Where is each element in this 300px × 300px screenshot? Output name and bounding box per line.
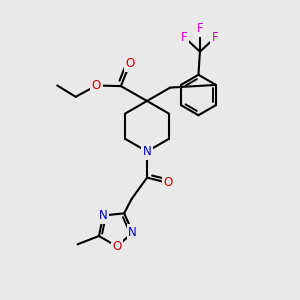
Text: F: F	[196, 22, 203, 35]
Text: O: O	[112, 240, 122, 253]
Text: N: N	[128, 226, 137, 239]
Text: O: O	[125, 57, 134, 70]
Text: N: N	[143, 145, 152, 158]
Text: O: O	[92, 79, 101, 92]
Text: F: F	[181, 31, 188, 44]
Text: O: O	[164, 176, 173, 190]
Text: N: N	[99, 209, 108, 222]
Text: F: F	[212, 31, 219, 44]
